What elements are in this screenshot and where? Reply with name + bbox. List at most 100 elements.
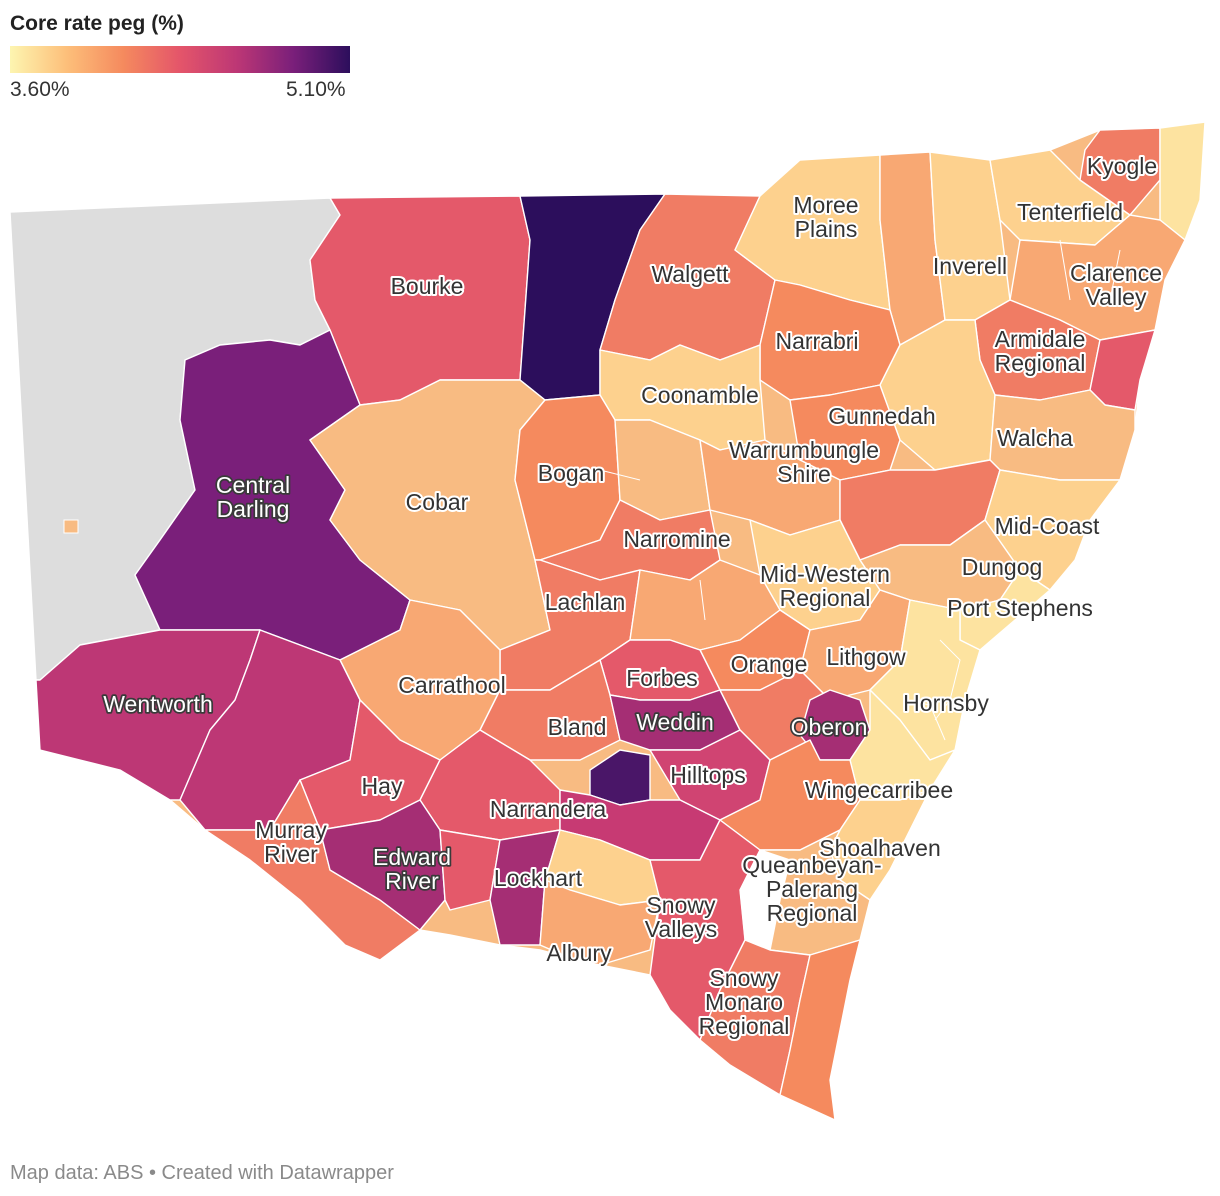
label-oberon: Oberon: [791, 714, 868, 740]
map-labels: Bourke Walgett Moree Plains Inverell Tenterfi…: [101, 151, 1164, 1041]
label-albury: Albury: [546, 940, 612, 966]
label-forbes-line: Forbes: [626, 665, 698, 691]
label-port-stephens-line: Port Stephens: [947, 595, 1093, 621]
label-armidale-regional-line: Armidale: [995, 326, 1086, 352]
label-edward-river-line: Edward: [373, 844, 451, 870]
label-narrandera: Narrandera: [490, 796, 607, 822]
label-narromine: Narromine: [623, 526, 730, 552]
label-moree-plains-line: Moree: [793, 192, 858, 218]
label-warrumbungle-shire: Warrumbungle Shire: [729, 437, 879, 487]
legend-title: Core rate peg (%): [10, 12, 184, 35]
label-snowy-monaro-regional: Snowy Monaro Regional: [699, 965, 790, 1039]
label-central-darling: Central Darling: [216, 472, 290, 522]
label-lockhart-line: Lockhart: [494, 865, 583, 891]
label-walgett-line: Walgett: [651, 261, 729, 287]
label-narrandera-line: Narrandera: [490, 796, 607, 822]
legend-min-label: 3.60%: [10, 78, 70, 101]
label-inverell-line: Inverell: [933, 253, 1007, 279]
label-tenterfield: Tenterfield: [1017, 199, 1123, 225]
label-kyogle-line: Kyogle: [1087, 153, 1157, 179]
label-wingecarribee: Wingecarribee: [805, 777, 953, 803]
label-bogan-line: Bogan: [538, 460, 605, 486]
label-wentworth-line: Wentworth: [103, 691, 213, 717]
label-hay: Hay: [362, 773, 403, 799]
label-mid-western-regional: Mid-Western Regional: [760, 561, 890, 611]
label-snowy-valleys-line: Valleys: [645, 916, 717, 942]
region-queanbeyan-palerang-regional[interactable]: [759, 829, 871, 956]
label-gunnedah-line: Gunnedah: [828, 403, 935, 429]
label-cobar: Cobar: [406, 489, 469, 515]
region-albury[interactable]: [539, 879, 661, 966]
label-bourke: Bourke: [391, 273, 464, 299]
label-hilltops-line: Hilltops: [670, 762, 745, 788]
region-far-north-coast[interactable]: [1159, 121, 1206, 241]
label-clarence-valley-line: Clarence: [1070, 260, 1162, 286]
region-berrigan-area[interactable]: [439, 829, 501, 911]
label-carrathool-line: Carrathool: [398, 672, 505, 698]
label-lockhart: Lockhart: [494, 865, 583, 891]
label-port-stephens: Port Stephens: [947, 595, 1093, 621]
label-narrabri-line: Narrabri: [775, 328, 858, 354]
label-lithgow-line: Lithgow: [826, 644, 906, 670]
label-oberon-line: Oberon: [791, 714, 868, 740]
label-albury-line: Albury: [546, 940, 612, 966]
label-clarence-valley-line: Valley: [1086, 284, 1147, 310]
label-snowy-monaro-regional-line: Snowy: [709, 965, 779, 991]
label-bogan: Bogan: [538, 460, 605, 486]
label-shoalhaven-line: Shoalhaven: [819, 835, 941, 861]
footer-credit: Map data: ABS • Created with Datawrapper: [10, 1162, 394, 1184]
label-murray-river-line: Murray: [255, 817, 327, 843]
label-mid-coast: Mid-Coast: [995, 513, 1100, 539]
label-coonamble-line: Coonamble: [641, 382, 759, 408]
label-edward-river-line: River: [385, 868, 439, 894]
label-hay-line: Hay: [362, 773, 403, 799]
label-carrathool: Carrathool: [398, 672, 505, 698]
label-lachlan: Lachlan: [545, 589, 626, 615]
region-small-enclave[interactable]: [63, 519, 79, 534]
label-queanbeyan-palerang-regional-line: Regional: [767, 900, 858, 926]
label-narromine-line: Narromine: [623, 526, 730, 552]
label-snowy-monaro-regional-line: Regional: [699, 1013, 790, 1039]
label-bland-line: Bland: [548, 714, 607, 740]
label-bourke-line: Bourke: [391, 273, 464, 299]
label-walgett: Walgett: [651, 261, 729, 287]
label-weddin-line: Weddin: [636, 709, 714, 735]
label-walcha: Walcha: [997, 425, 1073, 451]
label-central-darling-line: Darling: [217, 496, 290, 522]
label-inverell: Inverell: [933, 253, 1007, 279]
legend-max-label: 5.10%: [286, 78, 346, 101]
inner-boundaries: [599, 239, 1121, 741]
label-tenterfield-line: Tenterfield: [1017, 199, 1123, 225]
label-orange-line: Orange: [731, 651, 808, 677]
label-forbes: Forbes: [626, 665, 698, 691]
label-shoalhaven: Shoalhaven: [819, 835, 941, 861]
label-wingecarribee-line: Wingecarribee: [805, 777, 953, 803]
label-hornsby: Hornsby: [903, 690, 989, 716]
label-armidale-regional-line: Regional: [995, 350, 1086, 376]
label-queanbeyan-palerang-regional: Queanbeyan-Palerang Regional: [742, 852, 881, 926]
label-murray-river-line: River: [264, 841, 318, 867]
label-dungog: Dungog: [962, 554, 1043, 580]
region-bega-valley[interactable]: [779, 939, 861, 1121]
label-gunnedah: Gunnedah: [828, 403, 935, 429]
label-warrumbungle-shire-line: Shire: [777, 461, 831, 487]
label-mid-western-regional-line: Regional: [780, 585, 871, 611]
region-coffs-coast[interactable]: [1089, 329, 1156, 411]
label-mid-western-regional-line: Mid-Western: [760, 561, 890, 587]
label-hilltops: Hilltops: [670, 762, 745, 788]
label-kyogle: Kyogle: [1087, 153, 1157, 179]
label-edward-river: Edward River: [373, 844, 451, 894]
label-armidale-regional: Armidale Regional: [995, 326, 1086, 376]
label-queanbeyan-palerang-regional-line: Queanbeyan-: [742, 852, 881, 878]
label-warrumbungle-shire-line: Warrumbungle: [729, 437, 879, 463]
label-walcha-line: Walcha: [997, 425, 1073, 451]
label-orange: Orange: [731, 651, 808, 677]
label-weddin: Weddin: [636, 709, 714, 735]
label-snowy-monaro-regional-line: Monaro: [705, 989, 783, 1015]
label-coonamble: Coonamble: [641, 382, 759, 408]
label-clarence-valley: Clarence Valley: [1070, 260, 1162, 310]
label-dungog-line: Dungog: [962, 554, 1043, 580]
label-hornsby-line: Hornsby: [903, 690, 989, 716]
label-wentworth: Wentworth: [103, 691, 213, 717]
label-bland: Bland: [548, 714, 607, 740]
